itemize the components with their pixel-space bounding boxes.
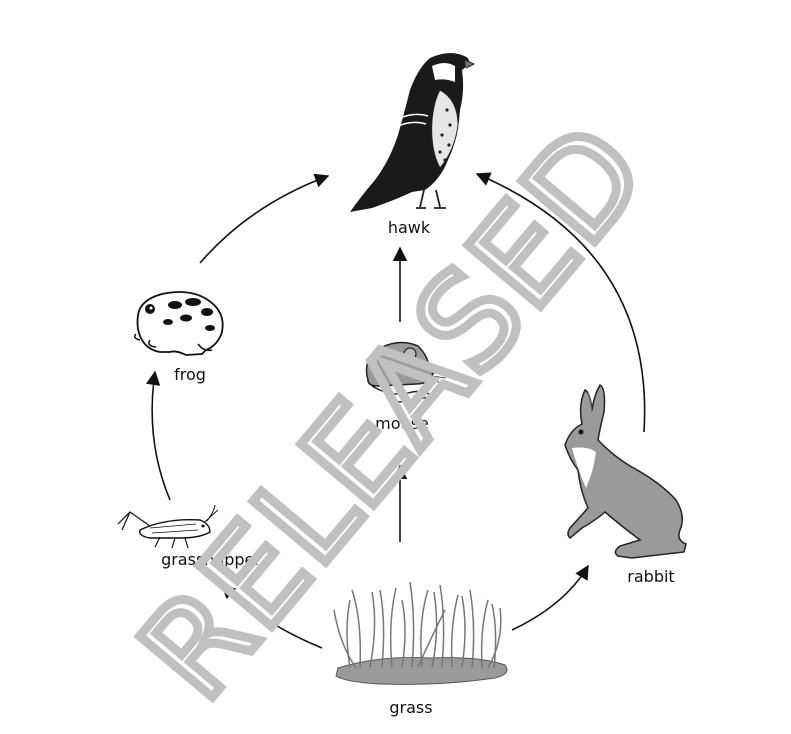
arrow-grass-to-grasshopper <box>220 584 323 649</box>
arrow-grasshopper-to-frog <box>145 370 171 501</box>
mouse-icon <box>365 341 447 403</box>
rabbit-label: rabbit <box>627 567 675 586</box>
mouse-label: mouse <box>375 414 429 433</box>
grasshopper-label: grasshopper <box>161 550 261 569</box>
arrow-grass-to-rabbit <box>511 564 589 631</box>
frog-label: frog <box>174 365 206 384</box>
frog-icon <box>133 291 224 356</box>
grass-label: grass <box>389 698 433 717</box>
rabbit-icon <box>564 384 687 559</box>
arrow-frog-to-hawk <box>199 173 330 264</box>
arrow-rabbit-to-hawk <box>475 172 646 433</box>
grass-icon <box>333 581 508 685</box>
hawk-label: hawk <box>387 218 431 237</box>
hawk-icon <box>350 53 476 212</box>
grasshopper-icon <box>117 504 219 549</box>
